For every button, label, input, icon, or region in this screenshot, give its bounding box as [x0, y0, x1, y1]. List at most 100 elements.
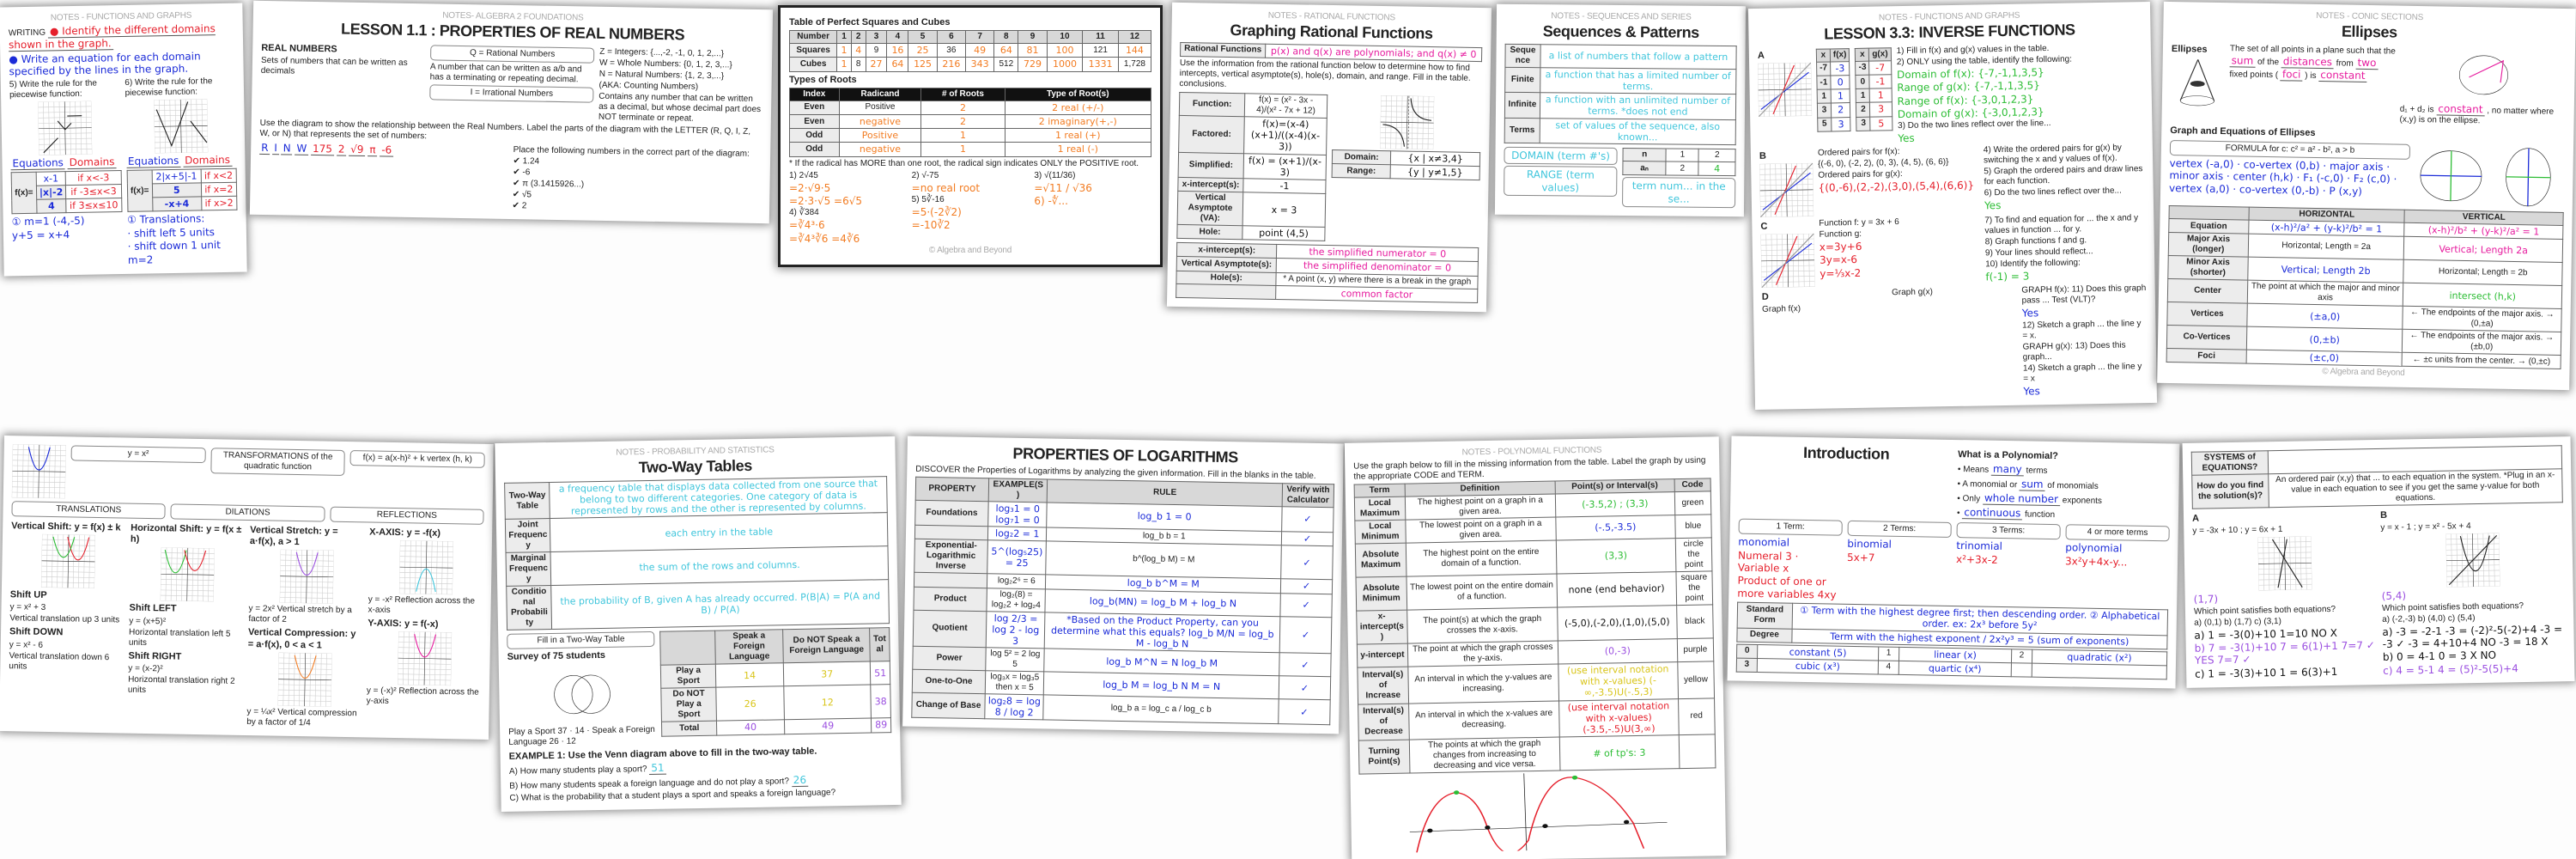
- text-line: y = x² + 3: [9, 602, 46, 613]
- text-line: y = ¼x² Vertical compression by a factor…: [246, 706, 357, 728]
- column: 6) Write the rule for the piecewise func…: [125, 75, 238, 266]
- ellipse: [2458, 55, 2508, 94]
- grid-line: [2445, 533, 2499, 535]
- table-row: aₙ 2 4: [1622, 161, 1735, 176]
- graph-inverse: [1758, 62, 1813, 117]
- table-cell: cubic (x³): [1757, 658, 1879, 675]
- table-cell: 1: [1869, 88, 1893, 103]
- column: Graph g(x): [1892, 285, 2017, 300]
- table-cell: if x>2: [201, 196, 237, 211]
- table-cell: 1: [836, 57, 852, 72]
- table-cell: common factor: [1276, 285, 1478, 303]
- table-row: Terms set of values of the sequence, also…: [1504, 117, 1736, 145]
- printed-text: ) is: [2305, 70, 2319, 81]
- table-cell: 36: [936, 43, 966, 58]
- text-line: 2) √-75: [911, 170, 939, 180]
- table-cell: [914, 572, 987, 588]
- column-header: x: [1816, 48, 1831, 63]
- label-box: TRANSLATIONS: [11, 501, 167, 520]
- table-cell: The point at which the graph crosses the…: [1407, 641, 1558, 667]
- table-cell: The points at which the graph changes fr…: [1409, 737, 1560, 774]
- table-cell: 81: [1018, 43, 1048, 58]
- table-cell: Infinite: [1504, 92, 1540, 119]
- column: 2 Terms: binomial 5x+7: [1847, 519, 1952, 566]
- column-header: # of Roots: [920, 87, 1005, 101]
- table-cell: f(x)=(x-4)(x+1)/((x-4)(x-3)): [1243, 116, 1327, 155]
- column-group: y = x² TRANSFORMATIONS of the quadratic f…: [11, 442, 485, 508]
- table-cell: n: [1622, 148, 1667, 161]
- function-line: [1763, 242, 1813, 281]
- rich-text: WRITING ● Identify the different domains…: [9, 22, 234, 52]
- column: 1) Fill in f(x) and g(x) values in the t…: [1896, 41, 2143, 146]
- graph-inverse: [1759, 162, 1814, 217]
- table-cell: (use interval notation with x-values) (-…: [1558, 698, 1679, 738]
- table-cell: Positive: [838, 100, 922, 115]
- text-line: y = (-x)² Reflection across the y-axis: [366, 685, 479, 707]
- table-cell: 1: [836, 43, 852, 58]
- table-cell: ✓: [1279, 675, 1331, 700]
- table-cell: Marginal Frequency: [506, 551, 552, 587]
- table-cell: The point(s) at which the graph crosses …: [1406, 607, 1558, 644]
- printed-text: terms: [2026, 466, 2048, 477]
- graph-poly: [1409, 773, 1668, 853]
- worksheet-title: Sequences & Patterns: [1542, 22, 1699, 41]
- table-cell: f(x) = (x² - 3x - 4)/(x² - 7x + 12): [1244, 93, 1327, 119]
- graph-parabola-gr: [160, 547, 215, 602]
- column: 3) √(11/36) =√11 / √36 6) -∜...: [1034, 170, 1151, 209]
- page-header: NOTES - SEQUENCES AND SERIES: [1551, 11, 1692, 22]
- section-heading: Ellipses: [2171, 43, 2208, 55]
- printed-text: WRITING: [8, 27, 46, 39]
- table-cell: Foundations: [914, 500, 989, 527]
- parabola: [2459, 535, 2490, 572]
- table-cell: SYSTEMS of EQUATIONS?: [2191, 450, 2269, 476]
- data-table: Term Definition Point(s) or Interval(s) Cod…: [1354, 478, 1716, 775]
- section-heading: Shift DOWN: [9, 626, 64, 638]
- column: [2492, 144, 2565, 210]
- rich-text: The set of all points in a plane such th…: [2229, 44, 2396, 82]
- table-cell: How do you find the solution(s)?: [2191, 473, 2269, 509]
- table-row: -7 -3: [1816, 61, 1850, 76]
- table-cell: Total: [661, 721, 717, 736]
- text-line: Use the information from the rational fu…: [1179, 58, 1471, 89]
- table-cell: a function with an unlimited number of t…: [1540, 92, 1736, 120]
- column-group: D Graph f(x) Graph g(x) GRAPH f(x): 11) Doe…: [1762, 283, 2148, 403]
- grid-line: [161, 547, 215, 549]
- table-cell: purple: [1676, 637, 1714, 662]
- column: X-AXIS: y = -f(x) y = -x² Reflection acro…: [367, 524, 484, 710]
- table-cell: 216: [936, 57, 966, 72]
- label-box: 2 Terms:: [1847, 521, 1952, 539]
- handwritten-answer: foci: [2280, 68, 2303, 82]
- table-cell: 1: [1878, 646, 1899, 661]
- label-box: DOMAIN (term #'s): [1504, 146, 1618, 166]
- column: REFLECTIONS: [330, 505, 484, 527]
- text-line: Play a Sport 37 · 14 · Speak a Foreign L…: [508, 724, 655, 747]
- table-cell: The highest point on a graph in a given …: [1405, 494, 1556, 521]
- function-line: [1762, 172, 1811, 210]
- text-line: =-10∛2: [911, 219, 951, 232]
- table-row: Total 40 49 89: [661, 717, 891, 736]
- function-label: f(x)=: [11, 172, 37, 215]
- inverse-line: [1772, 64, 1795, 115]
- column-group: FORMULA for c: c² = a² - b², a > b vertex…: [2169, 138, 2565, 210]
- text-line: ● Write an equation for each domain spec…: [9, 50, 201, 78]
- text-line: polynomial: [2065, 541, 2123, 555]
- table-cell: Horizontal; Length = 2b: [2403, 259, 2563, 286]
- column: A: [1758, 47, 1813, 119]
- handwritten-answer: π: [368, 143, 378, 157]
- text-line: 6) -∜...: [1034, 194, 1068, 207]
- text-line: a) -3 = -2-1 -3 = (-2)²-5(-2)+4 -3 = -3 …: [2382, 622, 2563, 650]
- column: Ellipses: [2171, 41, 2225, 113]
- grid-line: [2310, 536, 2312, 590]
- data-table: 0 constant (5) 1 linear (x) 2 quadratic (x²) 3…: [1736, 643, 2168, 679]
- table-cell: Two-Way Table: [504, 482, 550, 520]
- handwritten-answer: 175: [310, 142, 335, 156]
- text-line: 5x+7: [1846, 551, 1875, 564]
- graph-ellipse-h: [2420, 150, 2482, 202]
- table-cell: 4: [1698, 161, 1735, 176]
- table-row: -1 0: [1816, 75, 1850, 90]
- table-cell: The lowest point on the entire domain of…: [1406, 574, 1558, 611]
